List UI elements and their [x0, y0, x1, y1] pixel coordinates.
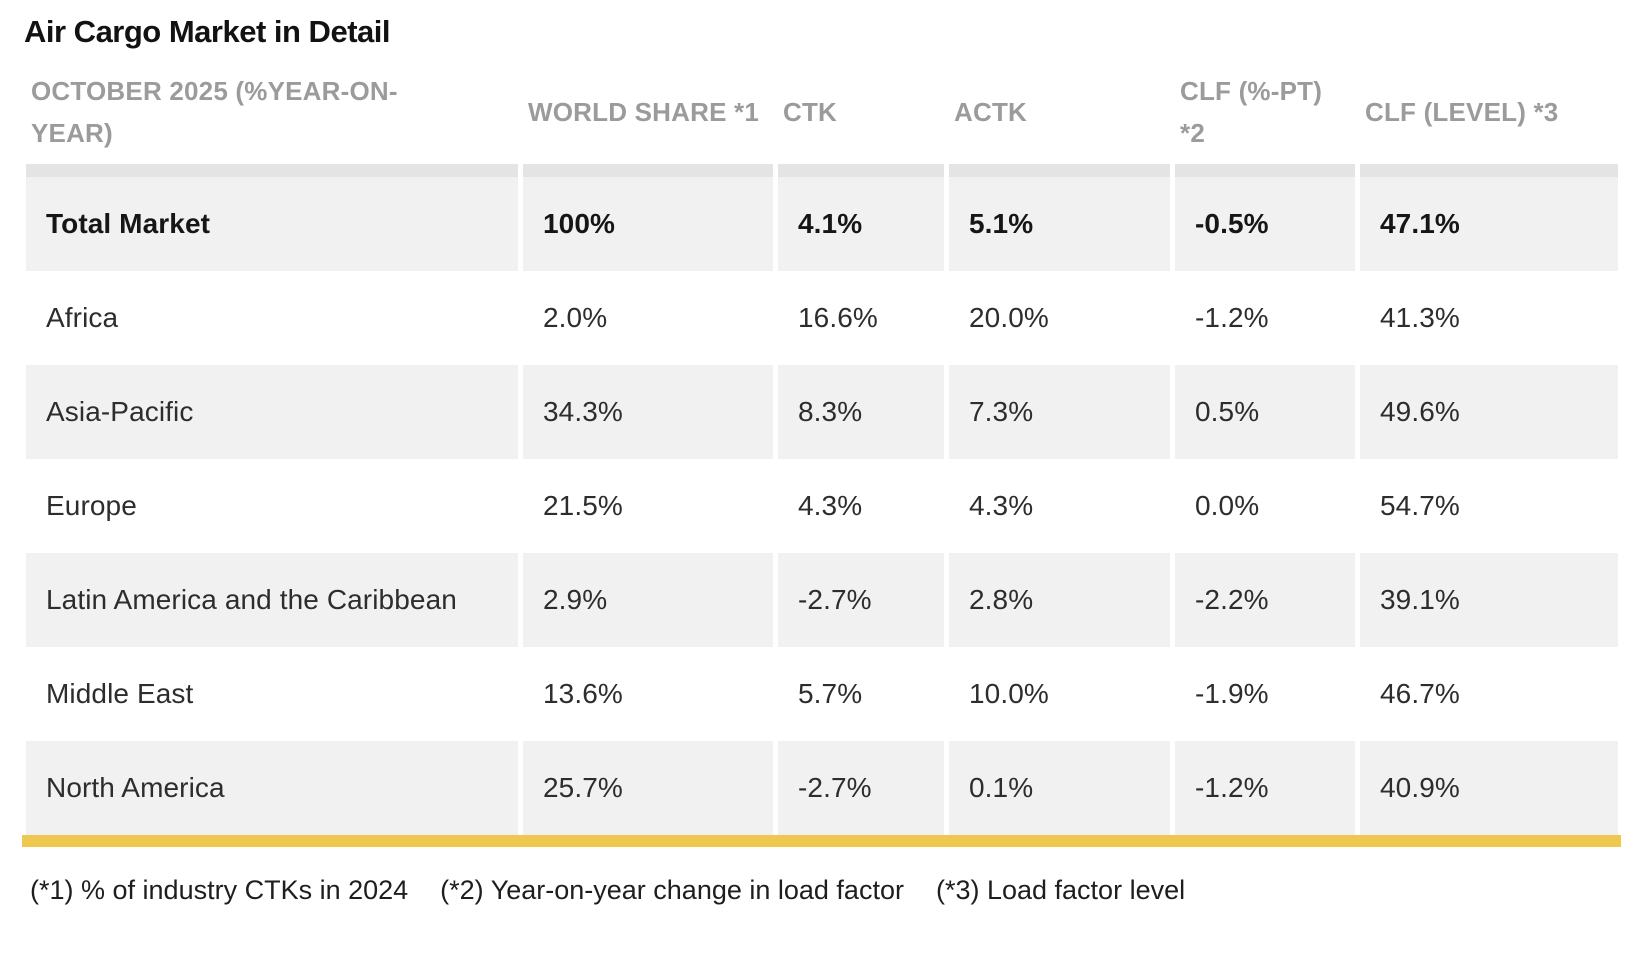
region-cell: Asia-Pacific — [26, 365, 518, 459]
world-share-cell: 2.9% — [523, 553, 773, 647]
region-cell: Total Market — [26, 177, 518, 271]
table-row-north-america: North America 25.7% -2.7% 0.1% -1.2% 40.… — [26, 741, 1618, 835]
table-row-total-market: Total Market 100% 4.1% 5.1% -0.5% 47.1% — [26, 177, 1618, 271]
header-cell-ctk: CTK — [783, 96, 838, 127]
footnote-3: (*3) Load factor level — [935, 875, 1186, 905]
footnotes: (*1) % of industry CTKs in 2024 (*2) Yea… — [30, 875, 1640, 906]
ctk-cell: 4.3% — [798, 490, 863, 521]
page-title: Air Cargo Market in Detail — [24, 14, 390, 49]
world-share-cell: 100% — [523, 177, 773, 271]
air-cargo-table: OCTOBER 2025 (%YEAR-ON-YEAR) WORLD SHARE… — [22, 60, 1621, 847]
table-row-middle-east: Middle East 13.6% 5.7% 10.0% -1.9% 46.7% — [26, 647, 1618, 741]
region-cell: North America — [26, 741, 518, 835]
footnote-2: (*2) Year-on-year change in load factor — [440, 875, 904, 905]
footnote-1: (*1) % of industry CTKs in 2024 — [30, 875, 409, 905]
world-share-cell: 25.7% — [523, 741, 773, 835]
clf-level-cell: 41.3% — [1380, 302, 1460, 333]
clf-level-cell: 40.9% — [1360, 741, 1618, 835]
clf-pt-cell: -2.2% — [1175, 553, 1355, 647]
header-cell-actk: ACTK — [954, 96, 1028, 127]
table-body: Total Market 100% 4.1% 5.1% -0.5% 47.1% … — [26, 177, 1618, 835]
actk-cell: 4.3% — [969, 490, 1034, 521]
header-cell-world-share: WORLD SHARE *1 — [528, 96, 760, 127]
ctk-cell: 4.1% — [778, 177, 944, 271]
world-share-cell: 13.6% — [543, 678, 623, 709]
clf-pt-cell: -1.2% — [1175, 741, 1355, 835]
ctk-cell: 16.6% — [798, 302, 878, 333]
world-share-cell: 2.0% — [543, 302, 608, 333]
table-header-row: OCTOBER 2025 (%YEAR-ON-YEAR) WORLD SHARE… — [26, 60, 1618, 164]
ctk-cell: -2.7% — [778, 741, 944, 835]
table-row-latin-america: Latin America and the Caribbean 2.9% -2.… — [26, 553, 1618, 647]
ctk-cell: 5.7% — [798, 678, 863, 709]
header-cell-period: OCTOBER 2025 (%YEAR-ON-YEAR) — [31, 75, 398, 148]
actk-cell: 0.1% — [949, 741, 1170, 835]
actk-cell: 5.1% — [949, 177, 1170, 271]
clf-pt-cell: -1.9% — [1195, 678, 1269, 709]
clf-level-cell: 54.7% — [1380, 490, 1460, 521]
region-cell: Middle East — [46, 678, 194, 709]
clf-pt-cell: -0.5% — [1175, 177, 1355, 271]
accent-bar — [22, 835, 1621, 847]
table-row-europe: Europe 21.5% 4.3% 4.3% 0.0% 54.7% — [26, 459, 1618, 553]
ctk-cell: -2.7% — [778, 553, 944, 647]
actk-cell: 20.0% — [969, 302, 1049, 333]
actk-cell: 10.0% — [969, 678, 1049, 709]
header-strip — [26, 164, 1618, 177]
region-cell: Africa — [46, 302, 119, 333]
ctk-cell: 8.3% — [778, 365, 944, 459]
region-cell: Latin America and the Caribbean — [26, 553, 518, 647]
table-row-asia-pacific: Asia-Pacific 34.3% 8.3% 7.3% 0.5% 49.6% — [26, 365, 1618, 459]
actk-cell: 7.3% — [949, 365, 1170, 459]
table-row-africa: Africa 2.0% 16.6% 20.0% -1.2% 41.3% — [26, 271, 1618, 365]
clf-level-cell: 46.7% — [1380, 678, 1460, 709]
world-share-cell: 21.5% — [543, 490, 623, 521]
header-cell-clf-level: CLF (LEVEL) *3 — [1365, 96, 1559, 127]
world-share-cell: 34.3% — [523, 365, 773, 459]
clf-pt-cell: 0.0% — [1195, 490, 1260, 521]
clf-pt-cell: 0.5% — [1175, 365, 1355, 459]
header-cell-clf-pt: CLF (%-PT) *2 — [1180, 75, 1323, 148]
clf-pt-cell: -1.2% — [1195, 302, 1269, 333]
clf-level-cell: 49.6% — [1360, 365, 1618, 459]
actk-cell: 2.8% — [949, 553, 1170, 647]
clf-level-cell: 39.1% — [1360, 553, 1618, 647]
clf-level-cell: 47.1% — [1360, 177, 1618, 271]
region-cell: Europe — [46, 490, 137, 521]
